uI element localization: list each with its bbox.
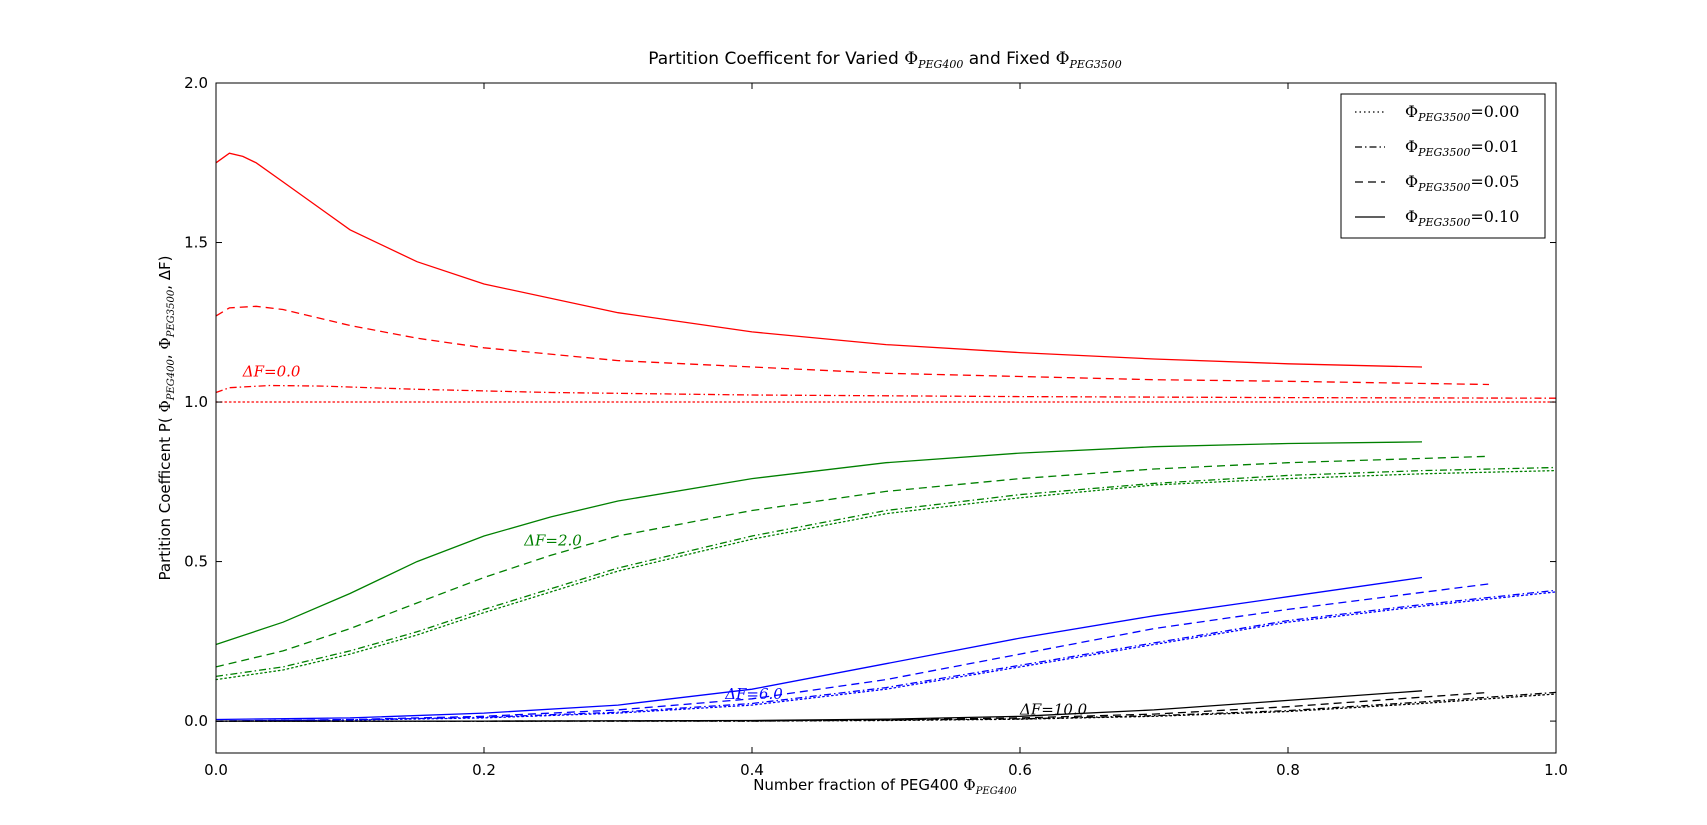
x-axis-label: Number fraction of PEG400 ΦPEG400 <box>753 776 1017 797</box>
y-tick-label: 1.0 <box>184 393 208 411</box>
series-line-15-solid <box>216 690 1423 722</box>
chart-title: Partition Coefficent for Varied ΦPEG400 … <box>648 49 1122 71</box>
series-line-2-dashed <box>215 305 1490 386</box>
y-axis-label-subscript-1: PEG400 <box>166 358 177 401</box>
legend: ΦPEG3500=0.00 ΦPEG3500=0.01 ΦPEG3500=0.05 Φ… <box>1340 93 1546 239</box>
legend-label: ΦPEG3500=0.10 <box>1405 207 1519 229</box>
series-line-6-dashed <box>215 455 1490 668</box>
legend-label: ΦPEG3500=0.05 <box>1405 172 1519 194</box>
group-annotation-layer: ΔF=0.0 ΔF=2.0 ΔF=6.0 ΔF=10.0 <box>242 363 1088 719</box>
x-axis-ticks: 0.0 0.2 0.4 0.6 0.8 1.0 <box>204 83 1568 779</box>
y-tick-label: 1.5 <box>184 234 208 252</box>
group-label-0: ΔF=0.0 <box>242 363 301 381</box>
series-line-7-solid <box>215 441 1423 646</box>
y-axis-label: Partition Coefficent P( ΦPEG400, ΦPEG350… <box>156 256 177 581</box>
series-line-14-dashed <box>216 691 1490 722</box>
group-label-2: ΔF=6.0 <box>724 685 783 703</box>
series-line-10-dashed <box>215 583 1490 722</box>
series-line-12-dotted <box>215 693 1557 722</box>
legend-label: ΦPEG3500=0.00 <box>1405 102 1519 124</box>
x-tick-label: 0.0 <box>204 761 228 779</box>
series-line-8-dotted <box>215 591 1557 722</box>
y-axis-label-separator-1: , <box>156 350 174 360</box>
chart-title-subscript-1: PEG400 <box>917 58 963 71</box>
series-line-1-dashdot <box>215 384 1557 399</box>
y-axis-label-subscript-2: PEG3500 <box>166 289 177 338</box>
series-line-11-solid <box>215 576 1423 721</box>
chart-title-symbol-1: Φ <box>904 49 918 69</box>
legend-entries: ΦPEG3500=0.00 ΦPEG3500=0.01 ΦPEG3500=0.05 Φ… <box>1355 102 1519 229</box>
x-axis-label-symbol: Φ <box>963 776 975 794</box>
legend-label: ΦPEG3500=0.01 <box>1405 137 1519 159</box>
series-line-13-dashdot <box>216 691 1557 722</box>
series-line-9-dashdot <box>215 589 1557 722</box>
y-tick-label: 0.0 <box>184 712 208 730</box>
chart-title-middle: and Fixed <box>963 49 1055 69</box>
x-axis-label-subscript: PEG400 <box>975 786 1018 797</box>
x-tick-label: 1.0 <box>1544 761 1568 779</box>
chart-title-subscript-2: PEG3500 <box>1069 58 1122 71</box>
group-label-1: ΔF=2.0 <box>523 532 582 550</box>
y-axis-label-symbol-1: Φ <box>156 400 174 412</box>
x-tick-label: 0.2 <box>472 761 496 779</box>
series-line-3-solid <box>215 152 1423 368</box>
series-line-4-dotted <box>215 469 1557 681</box>
y-axis-label-separator-2: , ΔF) <box>156 256 174 290</box>
x-tick-label: 0.6 <box>1008 761 1032 779</box>
y-axis-label-prefix: Partition Coefficent P( <box>156 413 174 581</box>
legend-box <box>1340 93 1546 239</box>
group-label-3: ΔF=10.0 <box>1019 701 1088 719</box>
series-line-5-dashdot <box>215 466 1557 678</box>
chart-title-prefix: Partition Coefficent for Varied <box>648 49 904 69</box>
x-tick-label: 0.4 <box>740 761 764 779</box>
chart-title-symbol-2: Φ <box>1056 49 1070 69</box>
y-tick-label: 0.5 <box>184 553 208 571</box>
x-tick-label: 0.8 <box>1276 761 1300 779</box>
y-axis-label-symbol-2: Φ <box>156 337 174 349</box>
plot-frame <box>215 82 1557 754</box>
y-axis-ticks: 0.0 0.5 1.0 1.5 2.0 <box>184 74 1556 730</box>
x-axis-label-text: Number fraction of PEG400 <box>753 776 963 794</box>
y-tick-label: 2.0 <box>184 74 208 92</box>
plot-series-layer <box>215 152 1557 722</box>
